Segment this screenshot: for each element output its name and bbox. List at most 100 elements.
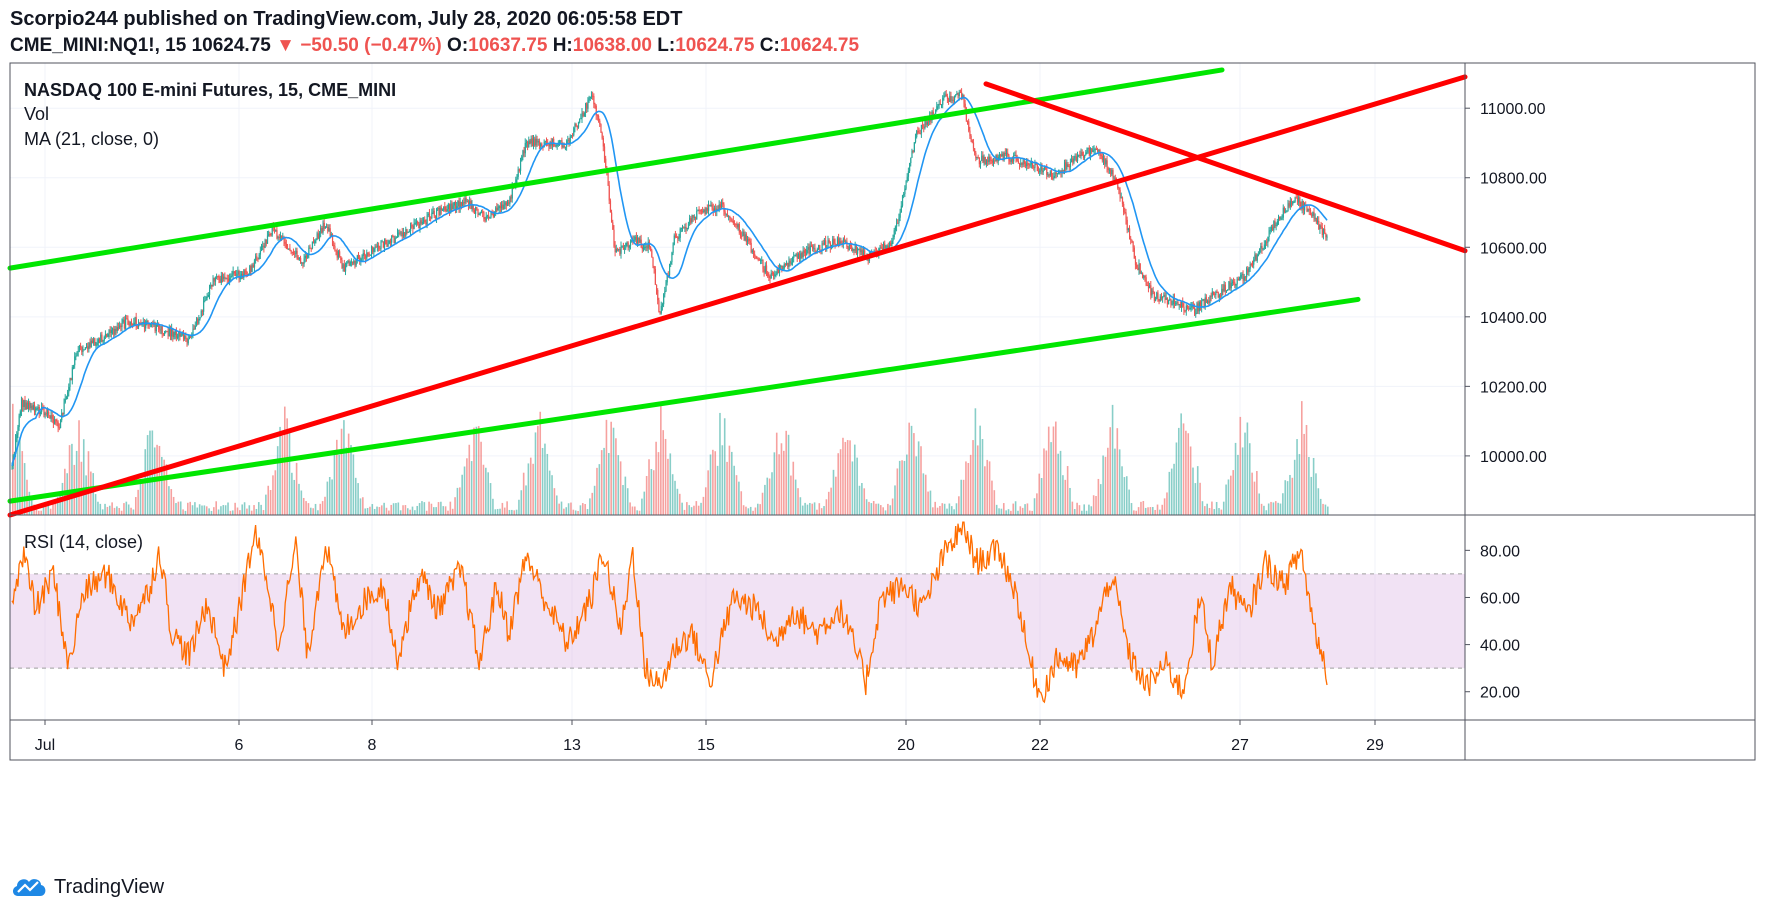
candle-body [171,327,173,337]
volume-bar [735,475,738,515]
volume-bar [773,452,776,515]
candle-body [914,136,917,143]
volume-bar [402,505,404,515]
volume-bar [757,503,759,515]
candle-body [386,244,388,247]
candle-body [710,204,712,206]
volume-bar [201,505,203,515]
volume-bar [45,505,47,515]
candle-body [657,290,659,301]
volume-bar [1064,479,1067,515]
candle-body [521,156,523,162]
volume-bar [293,479,296,515]
candle-body [592,95,594,97]
candle-body [203,300,205,312]
candle-body [126,318,128,320]
footer: TradingView [10,872,164,902]
volume-bar [1050,442,1052,515]
candle-body [1066,164,1068,170]
volume-bar [189,501,191,515]
candle-body [1068,166,1070,168]
volume-bar [194,502,196,515]
candle-body [270,234,272,236]
candle-body [901,195,904,206]
candle-body [660,305,662,314]
candle-body [77,350,79,352]
volume-bar [612,427,615,515]
candle-body [1253,259,1255,265]
candle-body [834,243,836,245]
brand-name[interactable]: TradingView [54,875,165,898]
volume-bar [518,499,520,515]
rising-red-trendline[interactable] [7,74,1468,518]
lower-green-trendline[interactable] [7,296,1361,504]
volume-bar [16,433,19,515]
candle-body [862,250,865,257]
candle-body [1236,278,1238,285]
candle-body [1212,291,1215,294]
candle-body [1052,177,1054,179]
candle-body [774,274,776,277]
volume-bar [302,497,305,515]
volume-bar [768,478,771,515]
candle-body [935,109,937,115]
volume-bar [1192,467,1194,515]
candle-body [572,135,574,137]
candle-body [438,207,440,216]
volume-bar [345,447,348,515]
volume-bar [139,481,142,515]
candle-body [1132,241,1134,248]
candle-body [1075,156,1077,161]
candle-body [441,210,444,212]
candle-body [743,231,745,241]
volume-bar [1234,442,1237,515]
candle-body [283,237,285,242]
volume-bar [447,510,449,515]
volume-bar [104,503,106,515]
candle-body [1295,197,1297,199]
candle-body [703,209,705,212]
volume-bar [1244,432,1246,515]
candle-body [341,259,343,269]
candle-body [663,294,665,305]
volume-bar [846,440,849,515]
candle-body [635,236,638,244]
volume-bar [780,443,783,515]
volume-bar [1222,501,1225,515]
upper-green-trendline[interactable] [7,67,1225,271]
volume-bar [555,495,558,515]
candle-body [1278,216,1280,222]
candle-body [201,310,204,312]
volume-bar [132,509,135,515]
volume-bar [953,509,955,515]
candle-body [297,257,299,260]
trendlines[interactable] [7,67,1468,518]
candle-body [328,228,330,232]
candle-body [464,198,466,204]
candle-body [964,103,966,108]
candle-body [603,146,606,159]
falling-red-trendline[interactable] [983,81,1468,254]
candle-body [722,202,724,205]
volume-bar [298,483,300,515]
candle-body [1266,241,1268,243]
candle-body [387,243,389,247]
volume-bar [94,494,97,515]
candle-body [459,201,461,209]
volume-bar [59,494,61,515]
volume-bar [596,467,598,515]
candle-body [168,327,170,337]
volume-bar [106,506,109,515]
candle-body [1165,297,1167,300]
candle-body [665,282,667,292]
candle-body [761,259,763,261]
candle-body [506,202,509,206]
candle-body [457,200,459,207]
volume-bar [775,432,778,515]
candle-body [822,243,824,245]
volume-bar [790,475,792,515]
candle-body [695,216,697,220]
volume-bar [695,501,698,515]
candle-body [220,275,223,283]
